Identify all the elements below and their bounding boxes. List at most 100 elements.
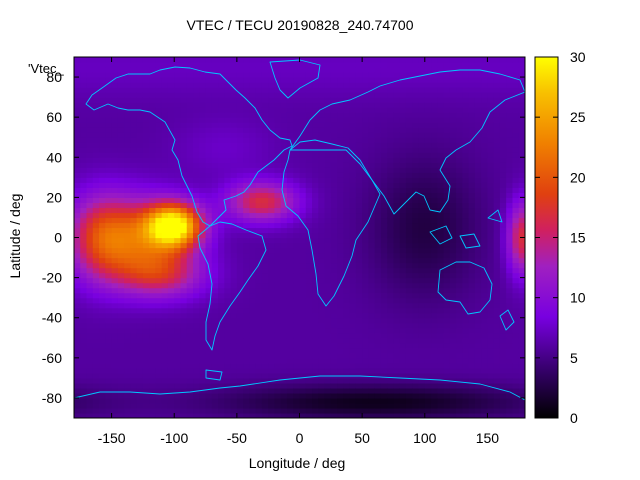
heatmap-cell [193, 102, 200, 108]
heatmap-cell [349, 412, 357, 418]
heatmap-cell [174, 312, 182, 319]
heatmap-cell [355, 182, 363, 188]
heatmap-cell [224, 292, 232, 299]
heatmap-cell [180, 202, 188, 209]
heatmap-cell [468, 127, 476, 133]
heatmap-cell [205, 402, 213, 409]
heatmap-cell [211, 362, 219, 369]
heatmap-cell [493, 412, 501, 418]
heatmap-cell [218, 242, 225, 249]
heatmap-cell [474, 402, 482, 409]
heatmap-cell [431, 347, 438, 354]
heatmap-cell [255, 197, 263, 203]
heatmap-cell [456, 292, 463, 299]
heatmap-cell [92, 252, 100, 259]
heatmap-cell [255, 62, 263, 68]
heatmap-cell [124, 237, 131, 244]
heatmap-cell [324, 82, 332, 88]
heatmap-cell [324, 77, 332, 83]
heatmap-cell [124, 222, 131, 229]
heatmap-cell [380, 372, 388, 379]
heatmap-cell [261, 117, 269, 123]
heatmap-cell [111, 297, 119, 304]
heatmap-cell [274, 282, 282, 289]
heatmap-cell [481, 207, 489, 214]
heatmap-cell [211, 102, 219, 108]
heatmap-cell [468, 102, 476, 108]
heatmap-cell [99, 212, 106, 219]
heatmap-cell [330, 197, 338, 203]
heatmap-cell [399, 97, 407, 103]
heatmap-cell [437, 412, 445, 418]
heatmap-cell [474, 112, 482, 118]
heatmap-cell [481, 272, 489, 279]
heatmap-cell [324, 382, 332, 389]
heatmap-cell [456, 72, 463, 78]
heatmap-cell [456, 242, 463, 249]
heatmap-cell [130, 292, 138, 299]
heatmap-cell [230, 77, 238, 83]
heatmap-cell [405, 207, 413, 214]
heatmap-cell [86, 407, 94, 414]
heatmap-cell [312, 232, 319, 239]
heatmap-cell [186, 102, 194, 108]
heatmap-cell [105, 157, 113, 163]
heatmap-cell [286, 222, 294, 229]
heatmap-cell [268, 127, 276, 133]
heatmap-cell [387, 147, 395, 153]
heatmap-cell [105, 167, 113, 173]
heatmap-cell [130, 342, 138, 349]
heatmap-cell [443, 307, 451, 314]
heatmap-cell [193, 107, 200, 113]
heatmap-cell [117, 257, 125, 264]
heatmap-cell [243, 392, 250, 399]
heatmap-cell [80, 182, 88, 188]
heatmap-cell [312, 307, 319, 314]
heatmap-cell [368, 157, 376, 163]
heatmap-cell [337, 197, 344, 203]
heatmap-cell [330, 327, 338, 334]
heatmap-cell [355, 312, 363, 319]
heatmap-cell [111, 147, 119, 153]
heatmap-cell [374, 287, 382, 294]
heatmap-cell [136, 362, 144, 369]
heatmap-cell [443, 167, 451, 173]
heatmap-cell [230, 257, 238, 264]
heatmap-cell [362, 342, 369, 349]
heatmap-cell [312, 302, 319, 309]
heatmap-cell [142, 97, 150, 103]
heatmap-cell [443, 107, 451, 113]
heatmap-cell [261, 257, 269, 264]
heatmap-cell [117, 92, 125, 98]
heatmap-cell [74, 362, 81, 369]
heatmap-cell [481, 342, 489, 349]
heatmap-cell [312, 372, 319, 379]
heatmap-cell [493, 67, 501, 73]
heatmap-cell [337, 192, 344, 198]
heatmap-cell [362, 232, 369, 239]
heatmap-cell [167, 142, 175, 148]
heatmap-cell [362, 87, 369, 93]
heatmap-cell [224, 312, 232, 319]
heatmap-cell [243, 132, 250, 138]
heatmap-cell [343, 292, 351, 299]
heatmap-cell [149, 112, 157, 118]
heatmap-cell [499, 172, 507, 178]
heatmap-cell [218, 282, 225, 289]
heatmap-cell [92, 192, 100, 198]
heatmap-cell [186, 122, 194, 128]
heatmap-cell [355, 252, 363, 259]
heatmap-cell [230, 247, 238, 254]
heatmap-cell [280, 372, 288, 379]
heatmap-cell [443, 157, 451, 163]
heatmap-cell [136, 357, 144, 364]
heatmap-cell [167, 317, 175, 324]
heatmap-cell [499, 412, 507, 418]
heatmap-cell [80, 302, 88, 309]
heatmap-cell [218, 237, 225, 244]
heatmap-cell [299, 62, 307, 68]
heatmap-cell [111, 177, 119, 183]
heatmap-cell [124, 182, 131, 188]
heatmap-cell [243, 152, 250, 158]
heatmap-cell [236, 87, 244, 93]
